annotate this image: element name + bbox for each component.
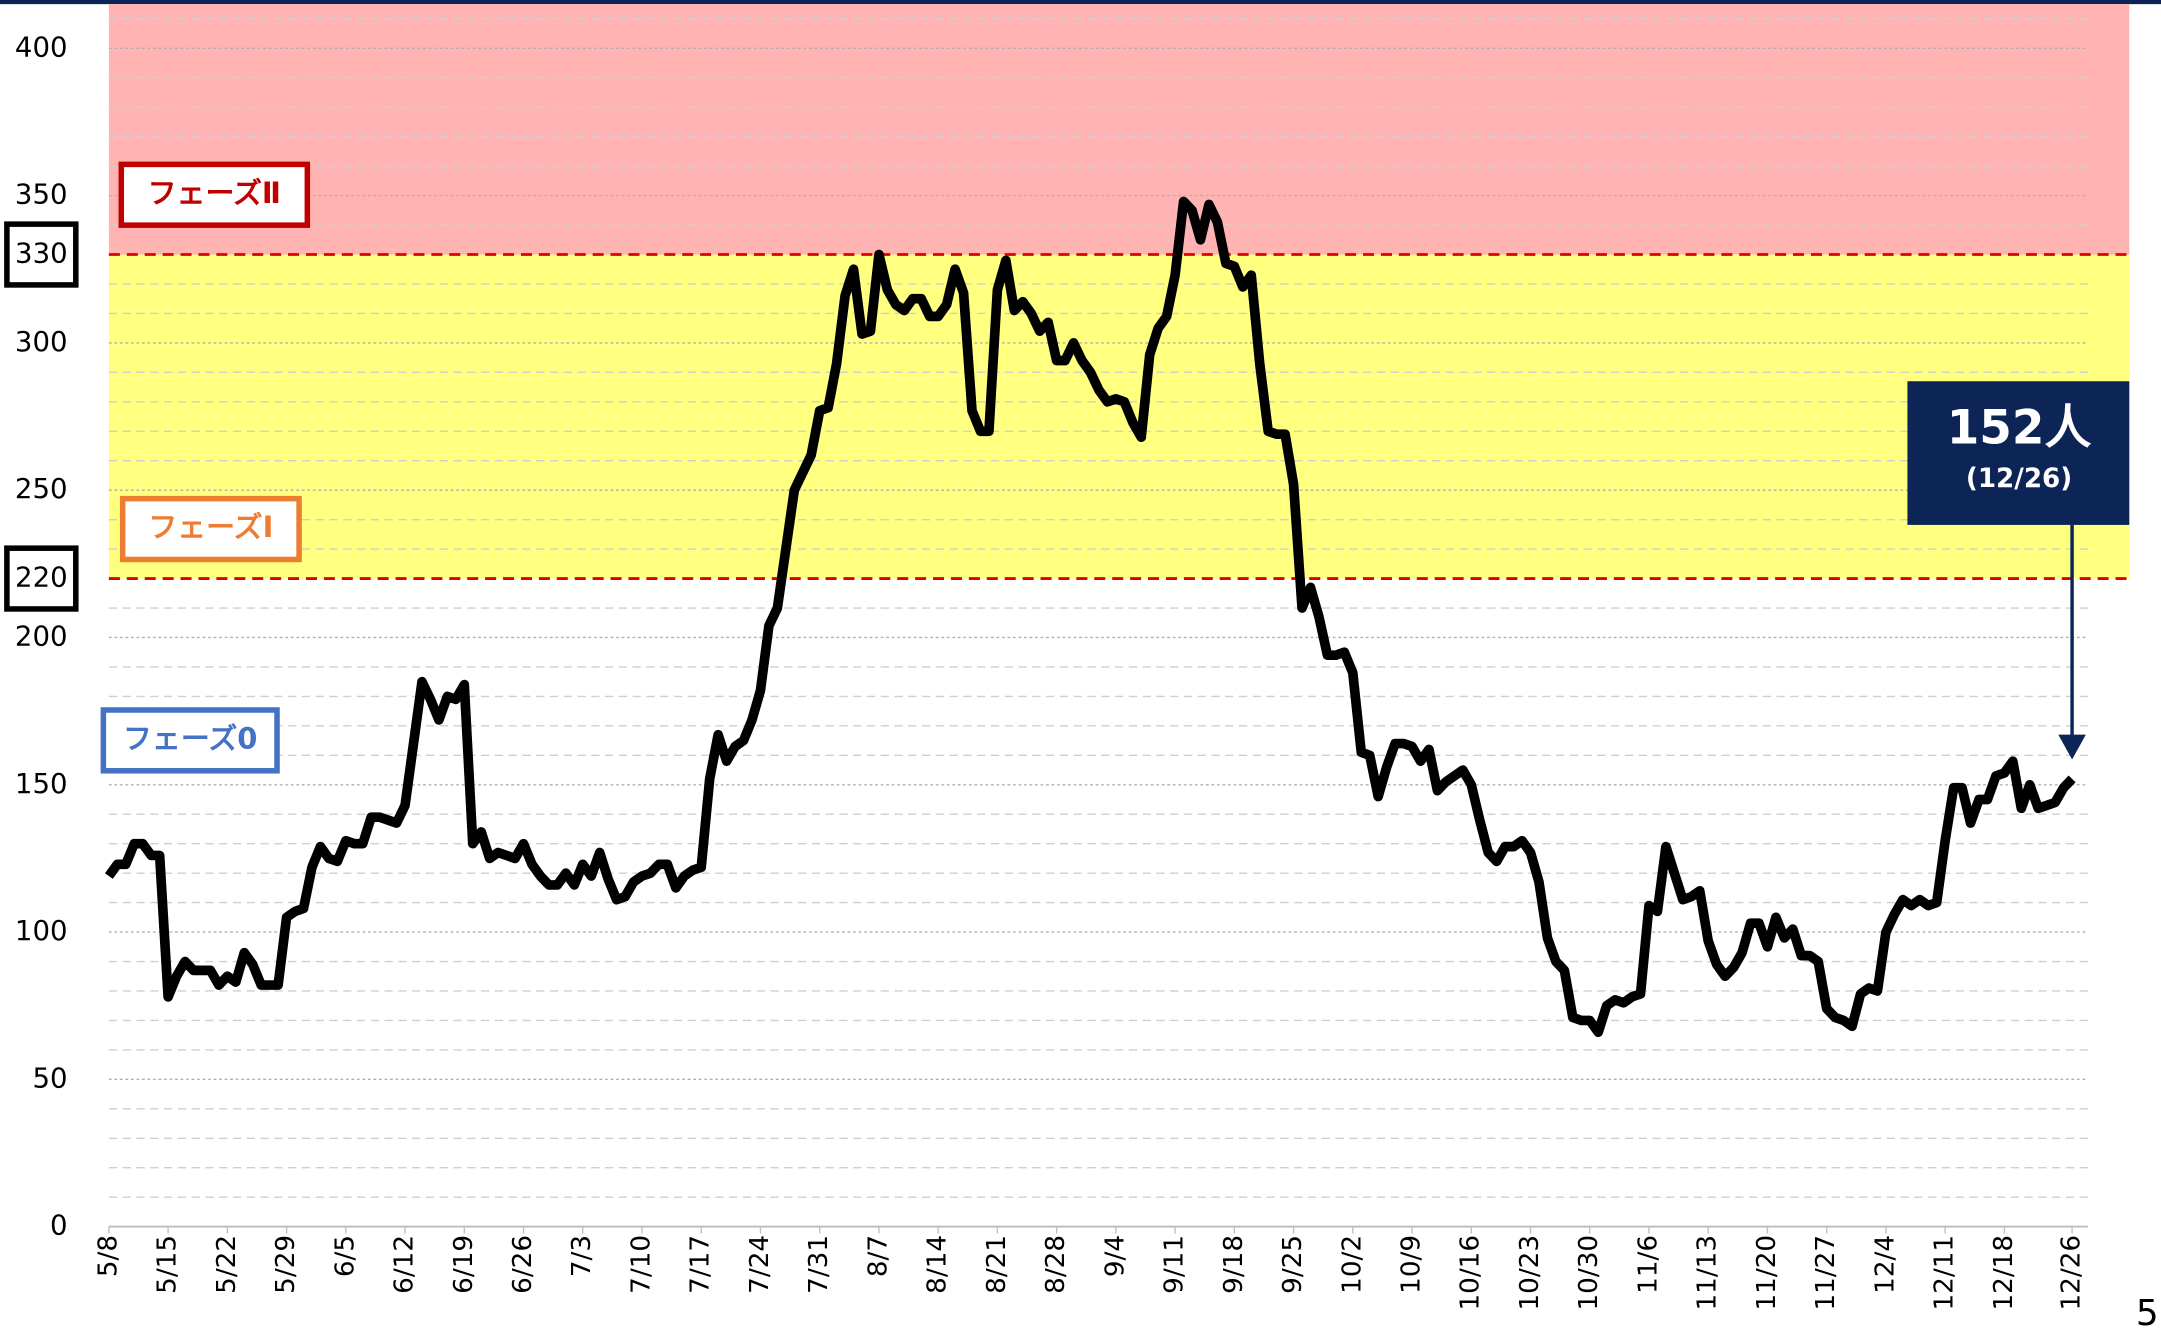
bands (108, 4, 2130, 579)
x-tick-label: 10/30 (1574, 1235, 1604, 1311)
phase-band (108, 4, 2130, 255)
threshold-tick-label: 330 (15, 237, 68, 270)
x-tick-label: 7/24 (745, 1235, 775, 1294)
x-tick-label: 10/9 (1397, 1235, 1427, 1294)
x-tick-label: 11/13 (1693, 1235, 1723, 1311)
x-tick-label: 5/8 (93, 1235, 123, 1277)
y-tick-label: 150 (15, 767, 68, 800)
x-tick-label: 5/29 (271, 1235, 301, 1294)
y-tick-label: 0 (50, 1209, 68, 1242)
x-tick-label: 10/16 (1456, 1235, 1486, 1311)
page-number: 5 (2136, 1293, 2159, 1333)
phase-label-box (118, 161, 311, 228)
phase-label-box (100, 707, 280, 774)
annotation-box (1907, 381, 2130, 525)
x-tick-label: 6/12 (390, 1235, 420, 1294)
annotation-date: (12/26) (1966, 464, 2072, 494)
x-tick-label: 7/31 (804, 1235, 834, 1294)
y-tick-label: 350 (15, 178, 68, 211)
x-tick-label: 11/6 (1633, 1235, 1663, 1294)
threshold-tick-box (4, 221, 79, 288)
y-tick-label: 300 (15, 325, 68, 358)
x-tick-label: 5/15 (153, 1235, 183, 1294)
data-line (104, 196, 2076, 1038)
x-tick-label: 12/26 (2057, 1235, 2087, 1311)
annotation-value: 152人 (1947, 400, 2092, 455)
x-tick-label: 8/28 (1041, 1235, 1071, 1294)
phase-label: フェーズ0 (123, 721, 257, 755)
x-tick-label: 6/26 (508, 1235, 538, 1294)
x-tick-label: 9/11 (1160, 1235, 1190, 1294)
x-tick-label: 12/18 (1989, 1235, 2019, 1311)
x-tick-label: 11/27 (1811, 1235, 1841, 1311)
x-tick-label: 7/3 (567, 1235, 597, 1277)
x-tick-label: 8/14 (923, 1235, 953, 1294)
x-tick-label: 12/4 (1870, 1235, 1900, 1294)
x-tick-label: 9/25 (1278, 1235, 1308, 1294)
x-tick-label: 7/17 (686, 1235, 716, 1294)
annotation-arrowhead (2058, 734, 2086, 760)
x-tick-label: 7/10 (627, 1235, 657, 1294)
x-tick-label: 10/23 (1515, 1235, 1545, 1311)
x-tick-label: 10/2 (1337, 1235, 1367, 1294)
plot: 152人 (12/26) (104, 196, 2130, 1038)
top-rule (0, 0, 2161, 5)
grid: 0 50 100 150 200 250 300 350 400 フェーズ0 220 フェーズⅠ 330… (4, 18, 2130, 1311)
threshold-tick-box (4, 545, 79, 612)
x-tick-label: 6/19 (449, 1235, 479, 1294)
phase-band (108, 254, 2130, 579)
y-tick-label: 50 (32, 1061, 67, 1094)
x-tick-label: 6/5 (330, 1235, 360, 1277)
phase-label: フェーズⅠ (148, 510, 273, 544)
phase-label: フェーズⅡ (148, 176, 281, 210)
y-tick-label: 250 (15, 472, 68, 505)
y-tick-label: 200 (15, 619, 68, 652)
y-tick-label: 100 (15, 914, 68, 947)
x-tick-label: 5/22 (212, 1235, 242, 1294)
phase-label-box (119, 495, 302, 563)
x-tick-label: 9/4 (1100, 1235, 1130, 1277)
x-tick-label: 12/11 (1930, 1235, 1960, 1311)
x-tick-label: 9/18 (1219, 1235, 1249, 1294)
x-tick-label: 8/21 (982, 1235, 1012, 1294)
x-tick-label: 8/7 (863, 1235, 893, 1277)
threshold-tick-label: 220 (15, 561, 68, 594)
y-tick-label: 400 (15, 30, 68, 63)
x-tick-label: 11/20 (1752, 1235, 1782, 1311)
